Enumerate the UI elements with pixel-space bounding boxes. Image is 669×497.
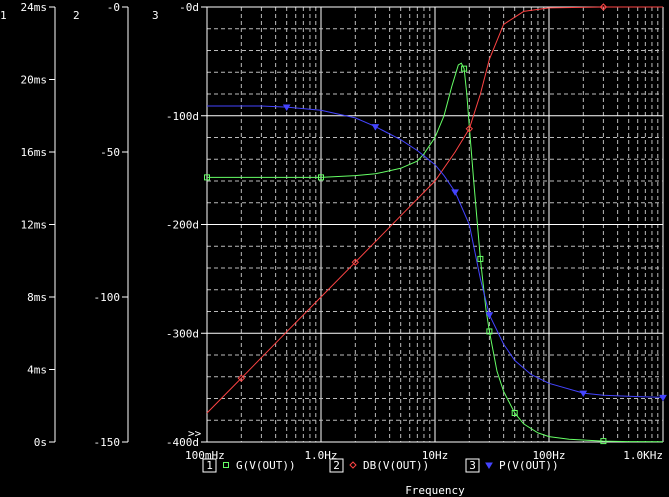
y-axis-3-tick-label: -0d	[179, 1, 199, 14]
y-axis-1-tick-label: 24ms	[21, 1, 48, 14]
series-line-0	[207, 62, 664, 443]
series-line-1	[206, 6, 663, 414]
x-axis-tick-label: 100Hz	[532, 449, 565, 462]
series-point-0	[204, 174, 210, 181]
legend-index-box	[465, 458, 480, 473]
legend-marker	[485, 462, 493, 469]
legend-index-box	[329, 458, 344, 473]
legend-entry: G(V(OUT))	[236, 459, 296, 472]
prompt-marker: >>	[188, 427, 202, 440]
y-axis-3-tick-label: -400d	[166, 436, 199, 449]
y-axis-3-tick-label: -300d	[166, 327, 199, 340]
series-point-1	[465, 125, 474, 133]
series-point-2	[579, 390, 588, 398]
series-point-0	[477, 255, 484, 262]
legend-index: 2	[333, 459, 340, 472]
series-point-2	[451, 189, 459, 196]
y-axis-1-tick-label: 16ms	[21, 146, 48, 159]
series-point-0	[461, 65, 468, 72]
series-point-1	[599, 3, 608, 11]
y-axis-1-index: 1	[0, 9, 7, 22]
x-axis-tick-label: 10Hz	[422, 449, 449, 462]
series-layer	[204, 3, 667, 445]
series-point-2	[282, 104, 291, 112]
y-axis-2-tick-label: -0	[107, 1, 120, 14]
y-axis-3-tick-label: -100d	[166, 110, 199, 123]
series-point-0	[600, 438, 607, 445]
y-axis-2-tick-label: -150	[94, 436, 121, 449]
y-axis-2-index: 2	[73, 9, 80, 22]
x-axis-tick-label: 1.0Hz	[304, 449, 337, 462]
grid-lines	[206, 6, 664, 443]
legend-index: 1	[206, 459, 213, 472]
series-point-2	[371, 124, 380, 131]
y-axis-1-tick-label: 0s	[34, 436, 47, 449]
legend: 1 G(V(OUT)) 2 DB(V(OUT)) 3 P(V(OUT))	[202, 458, 559, 473]
legend-entry: P(V(OUT))	[499, 459, 559, 472]
series-point-2	[485, 312, 494, 319]
legend-marker	[223, 462, 229, 468]
y-axis-2-tick-label: -50	[100, 146, 120, 159]
x-axis-tick-label: 100mHz	[185, 449, 225, 462]
series-point-0	[486, 328, 493, 335]
y-axis-3-index: 3	[152, 9, 159, 22]
x-axis-label: Frequency	[405, 484, 465, 497]
y-axis-1-tick-label: 12ms	[21, 219, 48, 232]
legend-entry: DB(V(OUT))	[363, 459, 429, 472]
legend-index-box	[202, 458, 217, 473]
y-axis-1-tick-label: 20ms	[21, 74, 48, 87]
y-axis-1-tick-label: 4ms	[27, 364, 47, 377]
y-axis-1-tick-label: 8ms	[27, 291, 47, 304]
series-point-1	[237, 374, 246, 382]
series-point-0	[318, 174, 324, 181]
legend-marker	[349, 461, 357, 469]
y-axis-2-tick-label: -100	[94, 291, 121, 304]
series-point-0	[511, 410, 518, 416]
series-point-1	[351, 258, 360, 266]
y-axis-3-tick-label: -200d	[166, 219, 199, 232]
series-point-2	[659, 394, 667, 402]
x-axis-tick-label: 1.0KHz	[623, 449, 663, 462]
series-line-2	[207, 105, 664, 398]
legend-index: 3	[469, 459, 476, 472]
